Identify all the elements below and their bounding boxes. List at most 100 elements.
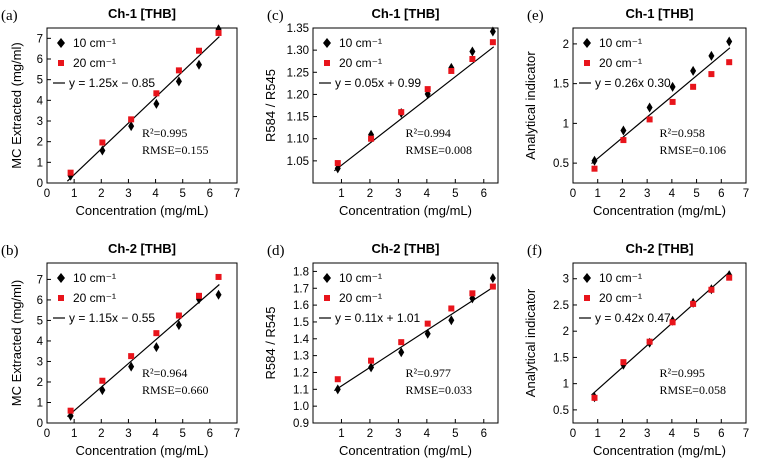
panel-label: (a) [1,8,18,24]
x-tick-label: 1 [595,188,601,200]
plot-frame [46,262,238,424]
fit-line [66,284,220,418]
data-point-20cm [368,135,375,142]
data-point-20cm [67,407,74,414]
fit-equation: y = 0.26x 0.30 [595,76,671,90]
y-tick-label: 0.5 [553,405,569,417]
data-point-20cm [175,312,182,319]
data-point-20cm [334,160,341,167]
x-tick-label: 1 [338,188,344,200]
y-tick-label: 1.20 [287,89,309,101]
rmse: RMSE=0.008 [406,143,472,157]
y-axis-label: R584 / R545 [263,307,278,380]
fit-line [591,47,731,164]
y-tick-label: 5 [37,75,43,87]
y-axis-label: Analytical indicator [523,51,538,160]
y-tick-label: 1.25 [287,67,309,79]
panel-label: (b) [1,243,19,259]
data-point-10cm [175,320,182,331]
data-point-10cm [215,289,222,300]
x-tick-label: 0 [570,188,576,200]
data-point-20cm [469,56,476,62]
rmse: RMSE=0.155 [142,143,208,157]
legend-marker-10cm [57,38,65,48]
data-point-10cm [99,385,106,396]
x-tick-label: 7 [743,428,749,440]
x-tick-label: 7 [743,188,749,200]
x-tick-label: 2 [98,188,104,200]
data-point-20cm [215,29,222,36]
data-point-20cm [128,353,135,360]
y-tick-label: 1.6 [293,300,309,312]
fit-line [66,36,220,182]
data-point-20cm [726,59,733,66]
x-tick-label: 1 [595,428,601,440]
x-tick-label: 3 [644,428,650,440]
chart-panel-3: Ch-1 [THB] (e) 0 1 2 3 4 5 6 7 0.5 1 1.5 2 Concentrati… [523,6,749,218]
y-tick-label: 1.30 [287,45,309,57]
data-point-10cm [153,342,160,353]
y-tick-label: 1.7 [293,283,309,295]
r-squared: R²=0.994 [406,126,451,140]
r-squared: R²=0.995 [660,366,705,380]
data-point-20cm [669,319,676,326]
x-tick-label: 1 [71,188,77,200]
data-point-20cm [489,39,496,46]
fit-line [333,46,495,172]
y-tick-label: 5 [37,315,43,327]
rmse: RMSE=0.660 [142,383,208,397]
y-axis-label: R584 / R545 [263,69,278,142]
x-tick-label: 4 [152,188,159,200]
y-tick-label: 2 [563,39,569,51]
x-axis-label: Concentration (mg/mL) [593,443,726,458]
data-point-20cm [196,292,202,299]
data-point-20cm [448,305,455,312]
y-tick-label: 4 [37,95,44,107]
x-tick-label: 3 [125,428,131,440]
x-tick-label: 6 [481,428,487,440]
legend-label-20cm: 20 cm⁻¹ [73,56,116,70]
legend-marker-10cm [323,38,331,48]
x-tick-label: 4 [424,428,431,440]
panel-label: (f) [527,243,542,259]
data-point-20cm [398,109,405,116]
legend-marker-20cm [58,60,64,66]
data-point-10cm [334,384,341,395]
y-tick-label: 3 [37,116,43,128]
legend-marker-20cm [584,60,590,66]
data-point-10cm [591,155,598,166]
data-point-20cm [690,83,697,90]
data-point-20cm [334,376,341,383]
legend-label-10cm: 10 cm⁻¹ [73,271,116,285]
chart-title: Ch-2 [THB] [372,241,440,256]
data-point-10cm [424,328,431,339]
legend-marker-10cm [583,273,591,283]
y-tick-label: 1.0 [293,401,309,413]
legend-label-10cm: 10 cm⁻¹ [339,36,382,50]
legend-label-20cm: 20 cm⁻¹ [339,291,382,305]
y-tick-label: 3 [37,356,43,368]
x-tick-label: 6 [718,428,724,440]
data-point-20cm [196,47,202,54]
data-point-10cm [215,24,222,35]
y-tick-label: 7 [37,274,43,286]
x-tick-label: 6 [207,428,213,440]
data-point-20cm [175,67,182,74]
x-tick-label: 5 [452,428,458,440]
chart-title: Ch-1 [THB] [108,6,176,21]
y-tick-label: 1.3 [293,351,309,363]
y-tick-label: 1.05 [287,156,309,168]
plot-frame [312,27,499,184]
plot-frame [46,27,238,184]
data-point-10cm [398,347,405,358]
data-point-10cm [489,26,496,37]
chart-title: Ch-1 [THB] [372,6,440,21]
legend-marker-20cm [58,295,64,301]
legend-marker-20cm [324,60,330,66]
y-tick-label: 0 [37,418,43,430]
data-point-10cm [128,121,135,132]
data-point-20cm [469,290,476,297]
data-point-20cm [708,71,715,78]
x-tick-label: 2 [367,188,373,200]
